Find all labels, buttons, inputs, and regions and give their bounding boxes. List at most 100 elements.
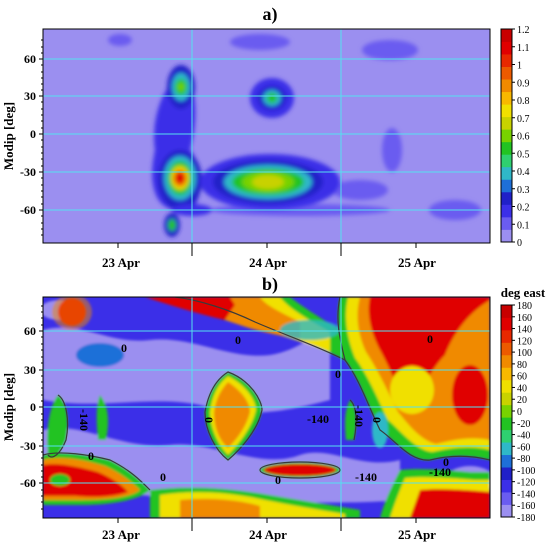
colorbar-swatch (501, 442, 512, 456)
panel-a-yticks (39, 39, 43, 236)
xtick-label: 24 Apr (249, 255, 287, 270)
colorbar-tick-label: 0.2 (517, 203, 530, 214)
colorbar-swatch (501, 229, 512, 243)
colorbar-tick-label: 0.5 (517, 149, 530, 160)
colorbar-swatch (501, 66, 512, 80)
contour-label: 0 (335, 367, 341, 381)
colorbar-tick-label: 0.3 (517, 185, 530, 196)
ytick-label: 30 (24, 363, 36, 377)
ytick-label: -30 (20, 165, 36, 179)
colorbar-swatch (501, 104, 512, 118)
colorbar-tick-label: 0 (517, 407, 522, 418)
colorbar-tick-label: 140 (517, 325, 532, 336)
contour-label: 0 (88, 449, 94, 463)
panel-b-grid (43, 297, 490, 518)
colorbar-swatch (501, 504, 512, 518)
panel-b-xticks (117, 518, 417, 531)
panel-a-xticks (117, 243, 417, 256)
colorbar-tick-label: -140 (517, 489, 535, 500)
colorbar-tick-label: 0.6 (517, 132, 530, 143)
colorbar-swatch (501, 417, 512, 431)
colorbar-tick-label: 160 (517, 313, 532, 324)
colorbar-tick-label: 0.1 (517, 220, 530, 231)
colorbar-swatch (501, 41, 512, 55)
colorbar-swatch (501, 204, 512, 218)
ytick-label: -60 (20, 203, 36, 217)
ytick-label: -30 (20, 439, 36, 453)
colorbar-swatch (501, 367, 512, 381)
xtick-label: 23 Apr (102, 255, 140, 270)
colorbar-swatch (501, 404, 512, 418)
colorbar-tick-label: 0.7 (517, 114, 530, 125)
ytick-label: 30 (24, 89, 36, 103)
contour-label: 0 (370, 417, 384, 423)
ytick-label: -60 (20, 476, 36, 490)
panel-a-ylabel: Modip [deg] (1, 102, 16, 170)
colorbar-tick-label: -100 (517, 466, 535, 477)
contour-label: 0 (427, 332, 433, 346)
ytick-label: 60 (24, 324, 36, 338)
colorbar-tick-label: -160 (517, 501, 535, 512)
panel-a-label: a) (263, 4, 278, 25)
xtick-label: 25 Apr (398, 255, 436, 270)
contour-label: -140 (307, 412, 329, 426)
xtick-label: 23 Apr (102, 527, 140, 542)
colorbar-swatch (501, 492, 512, 505)
colorbar-swatch (501, 129, 512, 143)
colorbar-swatch (501, 342, 512, 356)
colorbar-tick-label: 0 (517, 238, 522, 249)
colorbar-swatch (501, 305, 512, 318)
colorbar-swatch (501, 179, 512, 193)
colorbar-tick-label: 1 (517, 61, 522, 72)
colorbar-swatch (501, 354, 512, 368)
xtick-label: 24 Apr (249, 527, 287, 542)
colorbar-tick-label: -40 (517, 431, 530, 442)
colorbar-tick-label: 1.2 (517, 25, 530, 36)
contour-label: 0 (202, 417, 216, 423)
colorbar-tick-label: -180 (517, 513, 535, 524)
colorbar-swatch (501, 216, 512, 230)
colorbar-tick-label: 120 (517, 336, 532, 347)
colorbar-tick-label: 180 (517, 301, 532, 312)
colorbar-swatch (501, 141, 512, 155)
colorbar-swatch (501, 116, 512, 130)
panel-b-contour-labels: 0 0 0 0 0 0 0 0 -140 -140 -140 -140 -140… (77, 332, 451, 487)
colorbar-tick-label: 20 (517, 395, 527, 406)
colorbar-swatch (501, 29, 512, 42)
ytick-label: 60 (24, 52, 36, 66)
panel-b: b) deg east (1, 274, 546, 542)
colorbar-swatch (501, 329, 512, 343)
contour-label: -140 (352, 405, 366, 427)
panel-a-ytick-labels: 60 30 0 -30 -60 (20, 52, 36, 217)
xtick-label: 25 Apr (398, 527, 436, 542)
colorbar-tick-label: -120 (517, 478, 535, 489)
contour-label: -140 (77, 409, 91, 431)
colorbar-swatch (501, 467, 512, 480)
colorbar-tick-label: 80 (517, 360, 527, 371)
colorbar-tick-label: 0.8 (517, 96, 530, 107)
panel-a-heatmap (43, 29, 490, 243)
contour-label: 0 (235, 333, 241, 347)
panel-b-label: b) (262, 274, 278, 295)
colorbar-swatch (501, 91, 512, 105)
colorbar-swatch (501, 392, 512, 406)
colorbar-swatch (501, 79, 512, 93)
colorbar-swatch (501, 429, 512, 443)
panel-a-xtick-labels: 23 Apr 24 Apr 25 Apr (102, 255, 436, 270)
colorbar-tick-label: 60 (517, 372, 527, 383)
colorbar-swatch (501, 479, 512, 493)
contour-label: 0 (160, 470, 166, 484)
contour-label: 0 (121, 341, 127, 355)
colorbar-swatch (501, 454, 512, 468)
panel-b-colorbar: 180160140120100806040200-20-40-60-80-100… (500, 301, 535, 524)
panel-b-xtick-labels: 23 Apr 24 Apr 25 Apr (102, 527, 436, 542)
contour-label: -140 (355, 470, 377, 484)
colorbar-tick-label: -20 (517, 419, 530, 430)
contour-label: 0 (275, 473, 281, 487)
colorbar-tick-label: -80 (517, 454, 530, 465)
ytick-label: 0 (30, 400, 36, 414)
colorbar-swatch (501, 154, 512, 168)
panel-b-yticks (39, 305, 43, 510)
panel-b-colorbar-title: deg east (501, 285, 546, 300)
